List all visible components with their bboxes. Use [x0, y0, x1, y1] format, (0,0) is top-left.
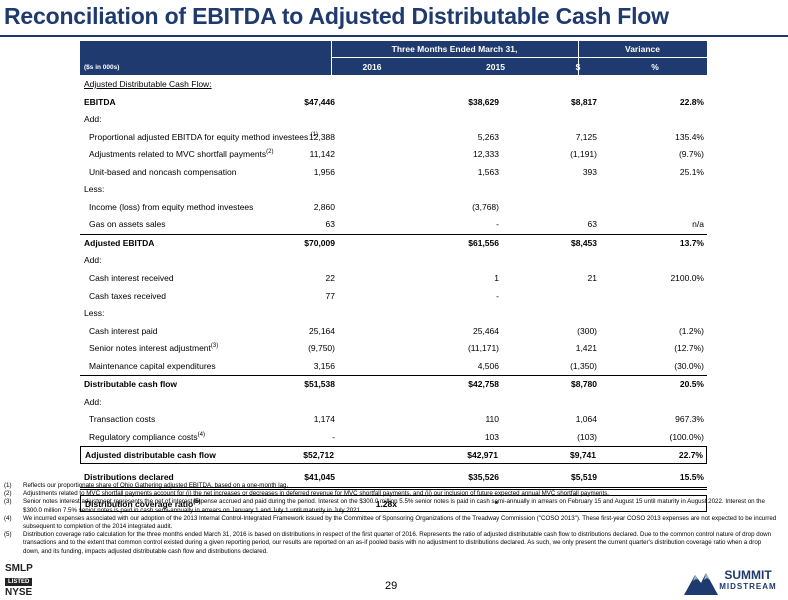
- logo-sub: MIDSTREAM: [719, 582, 777, 591]
- table-row: Adjusted EBITDA $70,009 $61,556 $8,453 13.7%: [84, 237, 704, 248]
- reconciliation-table: Adjusted Distributable Cash Flow: EBITDA…: [80, 76, 707, 513]
- page-number: 29: [385, 580, 398, 592]
- mountain-icon: [684, 573, 718, 595]
- footnote: (4) We incurred expenses associated with …: [4, 514, 777, 531]
- table-row: Unit-based and noncash compensation 1,956…: [89, 166, 704, 177]
- logo-name: SUMMIT: [724, 568, 772, 582]
- table-row: Proportional adjusted EBITDA for equity …: [89, 131, 704, 142]
- company-logo: SUMMIT MIDSTREAM: [684, 564, 782, 598]
- table-row: Regulatory compliance costs(4) -103 (103)(…: [89, 431, 704, 442]
- table-row: EBITDA $47,446 $38,629 $8,817 22.8%: [84, 96, 704, 107]
- table-header: Three Months Ended March 31, Variance ($…: [80, 41, 707, 75]
- header-units: ($s in 000s): [84, 63, 120, 71]
- table-row: Cash interest received 22 1 21 2100.0%: [89, 273, 704, 284]
- footnote: (2) Adjustments related to MVC shortfall …: [4, 490, 610, 498]
- table-row: Gas on assets sales 63-63 n/a: [80, 216, 707, 235]
- table-row: Income (loss) from equity method investe…: [89, 201, 499, 212]
- table-row: Senior notes interest adjustment(3) (9,75…: [89, 343, 704, 354]
- footnote: (5) Distribution coverage ratio calculati…: [4, 531, 772, 555]
- header-period: Three Months Ended March 31,: [391, 44, 518, 54]
- header-col-2015: 2015: [486, 62, 505, 72]
- page-title: Reconciliation of EBITDA to Adjusted Dis…: [4, 3, 669, 29]
- footnote: (1) Reflects our proportionate share of O…: [4, 482, 289, 489]
- table-row: Cash taxes received 77-: [89, 290, 499, 301]
- header-divider: [331, 41, 332, 75]
- title-divider: [0, 35, 788, 37]
- header-variance: Variance: [625, 44, 660, 54]
- table-row: Add:: [84, 114, 102, 125]
- table-row: Distributable cash flow $51,538 $42,758 $8,…: [84, 379, 704, 390]
- table-row: Distribution coverage ratio(5) 1.28x *: [80, 494, 707, 513]
- table-row: Transaction costs 1,174 110 1,064 967.3%: [89, 414, 704, 425]
- table-row: Less:: [84, 184, 105, 195]
- header-divider: [331, 57, 707, 58]
- ticker-badge: SMLP LISTED NYSE: [5, 563, 33, 598]
- header-col-2016: 2016: [362, 62, 382, 72]
- table-row: Add:: [84, 255, 102, 266]
- table-row: Cash interest paid 25,164 25,464 (300) (1.2%…: [89, 325, 704, 336]
- table-row: Adjusted distributable cash flow $52,712 $…: [80, 446, 707, 465]
- header-divider: [578, 41, 579, 75]
- header-col-pct: %: [651, 62, 659, 72]
- table-row: Adjusted Distributable Cash Flow:: [84, 79, 212, 89]
- footnote: (3) Senior notes interest adjustment repr…: [4, 498, 765, 514]
- table-row: Less:: [84, 308, 105, 319]
- table-row: Distributions declared $41,045 $35,526 $5,5…: [80, 469, 707, 490]
- footnotes: (1) Reflects our proportionate share of O…: [4, 482, 779, 556]
- table-row: Add:: [84, 396, 102, 407]
- table-row: Maintenance capital expenditures 3,156 4,5…: [80, 358, 707, 377]
- table-row: Adjustments related to MVC shortfall pay…: [89, 149, 704, 160]
